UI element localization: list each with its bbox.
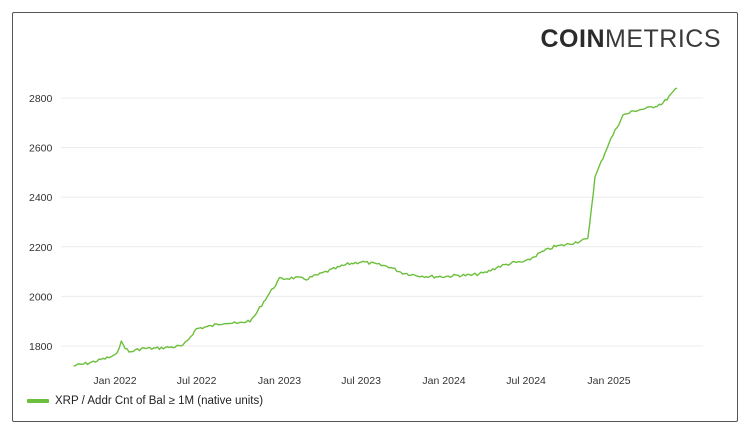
y-tick-label: 1800 [29,341,53,353]
legend-swatch [27,399,49,403]
line-chart: 1800 2000 2200 2400 2600 2800 Jan 2022 Jul 202… [29,87,703,387]
x-tick-label: Jul 2022 [177,375,217,387]
logo-bold-text: COIN [540,25,605,53]
series-layer [73,87,678,367]
series-line [73,87,678,367]
logo-light-text: METRICS [605,25,721,53]
x-tick-label: Jan 2023 [258,375,301,387]
x-tick-label: Jan 2025 [587,375,630,387]
x-tick-labels: Jan 2022 Jul 2022 Jan 2023 Jul 2023 Jan 2024… [93,375,630,387]
grid-lines [61,97,703,347]
y-tick-label: 2800 [29,93,53,105]
coinmetrics-logo: COINMETRICS [541,25,722,54]
chart-legend[interactable]: XRP / Addr Cnt of Bal ≥ 1M (native units… [27,395,263,407]
y-tick-label: 2000 [29,291,53,303]
y-tick-label: 2400 [29,192,53,204]
x-tick-label: Jan 2022 [93,375,136,387]
legend-label: XRP / Addr Cnt of Bal ≥ 1M (native units… [55,395,264,407]
x-tick-label: Jul 2024 [506,375,546,387]
x-tick-label: Jul 2023 [341,375,381,387]
y-tick-label: 2200 [29,242,53,254]
y-tick-label: 2600 [29,143,53,155]
x-tick-label: Jan 2024 [422,375,465,387]
chart-frame: COINMETRICS 1800 2000 2200 2400 2600 2800 Jan… [12,12,738,422]
y-tick-labels: 1800 2000 2200 2400 2600 2800 [29,93,53,353]
